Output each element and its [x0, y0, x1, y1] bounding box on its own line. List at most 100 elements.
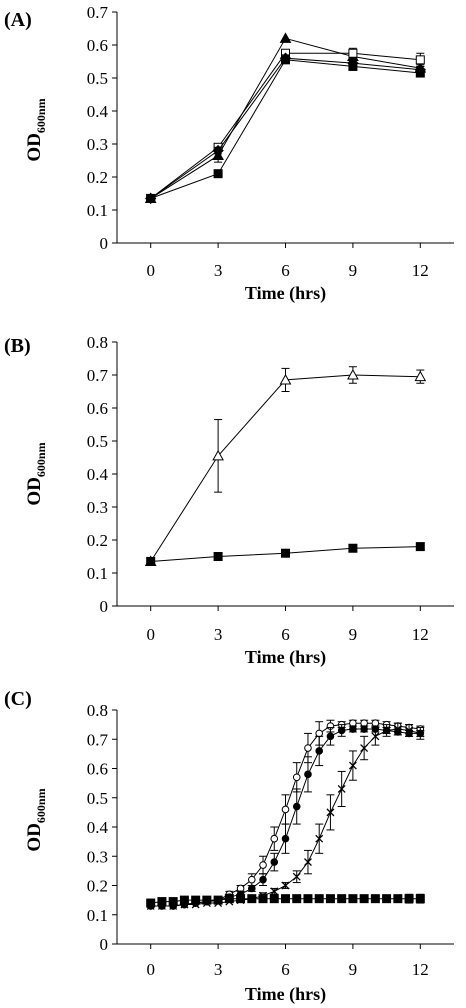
x-tick-label: 0	[146, 261, 155, 280]
y-tick-label: 0.5	[87, 69, 108, 88]
y-axis-title-subscript: 600nm	[34, 98, 48, 133]
data-point	[415, 68, 425, 78]
data-point	[404, 894, 414, 904]
x-tick-label: 6	[281, 625, 290, 644]
data-point	[281, 805, 290, 814]
y-axis-title-main: OD	[24, 133, 45, 162]
data-point	[416, 729, 425, 738]
series-line	[150, 59, 421, 199]
x-axis-title: Time (hrs)	[245, 647, 326, 668]
data-point	[292, 872, 301, 881]
data-point	[292, 773, 301, 782]
data-point	[281, 548, 290, 558]
data-point	[157, 897, 167, 907]
data-point	[304, 858, 312, 867]
data-point	[213, 169, 223, 179]
y-tick-label: 0.8	[87, 701, 108, 720]
y-tick-label: 0.2	[87, 877, 108, 896]
data-point	[326, 732, 335, 741]
series-square-filled	[146, 55, 425, 203]
data-point	[191, 895, 201, 905]
data-point	[415, 55, 425, 65]
x-tick-label: 9	[349, 960, 358, 979]
data-point	[281, 894, 290, 904]
data-point	[279, 373, 292, 385]
data-point	[415, 542, 425, 552]
data-point	[224, 894, 234, 904]
x-axis-title: Time (hrs)	[245, 283, 326, 304]
y-tick-label: 0.1	[87, 906, 108, 925]
data-point	[146, 898, 156, 908]
y-axis-title-main: OD	[24, 823, 45, 852]
y-tick-label: 0.4	[87, 102, 109, 121]
data-point	[414, 370, 427, 382]
y-tick-label: 0.7	[87, 3, 109, 22]
data-point	[371, 732, 380, 741]
panel-label: (A)	[4, 9, 32, 31]
y-tick-label: 0.7	[87, 366, 109, 385]
data-point	[326, 808, 335, 817]
data-point	[270, 858, 279, 866]
x-axis-title: Time (hrs)	[245, 984, 326, 1005]
x-tick-label: 9	[349, 625, 358, 644]
data-point	[248, 875, 256, 884]
x-tick-label: 12	[412, 960, 429, 979]
x-tick-label: 3	[214, 960, 223, 979]
data-point	[146, 556, 156, 566]
panel-label: (C)	[4, 688, 32, 710]
data-point	[315, 729, 324, 738]
y-tick-label: 0	[100, 597, 109, 616]
data-point	[348, 61, 358, 71]
data-point	[258, 894, 268, 904]
series-square-open	[146, 47, 425, 203]
x-tick-label: 0	[146, 960, 155, 979]
y-axis-title: OD600nm	[24, 442, 48, 505]
y-tick-label: 0	[100, 935, 109, 954]
data-point	[236, 894, 246, 904]
data-point	[337, 726, 346, 735]
data-point	[382, 894, 392, 904]
y-tick-label: 0.3	[87, 847, 108, 866]
y-tick-label: 0.4	[87, 818, 109, 837]
data-point	[347, 368, 359, 380]
x-tick-label: 6	[281, 261, 290, 280]
data-point	[269, 894, 279, 904]
data-point	[259, 861, 267, 869]
y-axis-title: OD600nm	[24, 98, 48, 161]
data-point	[415, 894, 425, 904]
y-tick-label: 0.5	[87, 432, 108, 451]
y-axis-title-subscript: 600nm	[34, 442, 48, 477]
data-point	[270, 834, 279, 843]
data-point	[360, 744, 369, 752]
data-point	[270, 887, 279, 896]
data-point	[212, 144, 224, 157]
panel-label: (B)	[4, 335, 31, 357]
data-point	[247, 894, 257, 904]
y-tick-label: 0.6	[87, 36, 108, 55]
data-point	[146, 193, 156, 203]
y-axis-title-main: OD	[24, 477, 45, 506]
y-tick-label: 0.1	[87, 564, 108, 583]
series-circle-open	[146, 719, 425, 910]
data-point	[315, 747, 324, 755]
data-point	[337, 894, 347, 904]
y-tick-label: 0.1	[87, 201, 108, 220]
y-tick-label: 0.5	[87, 789, 108, 808]
x-tick-label: 9	[349, 261, 358, 280]
data-point	[348, 894, 358, 904]
y-tick-label: 0	[100, 234, 109, 253]
panel-c: (C) 0 0.1 0.2 0.3 0.4 0.5 0.6 0.7 0.8 0 3 6 9 12 Time (…	[4, 688, 454, 1005]
data-point	[259, 875, 267, 884]
data-point	[281, 881, 290, 890]
data-point	[393, 725, 402, 733]
data-point	[304, 770, 312, 779]
data-point	[359, 894, 369, 904]
data-point	[405, 726, 414, 735]
panel-a: (A) 0 0.1 0.2 0.3 0.4 0.5 0.6 0.7 0 3 6 9 12 Time (hrs…	[4, 3, 454, 304]
data-point	[337, 785, 346, 793]
data-point	[304, 744, 312, 752]
x-tick-label: 12	[412, 261, 429, 280]
y-axis-title: OD600nm	[24, 788, 48, 851]
data-point	[393, 894, 403, 904]
data-point	[360, 725, 368, 733]
